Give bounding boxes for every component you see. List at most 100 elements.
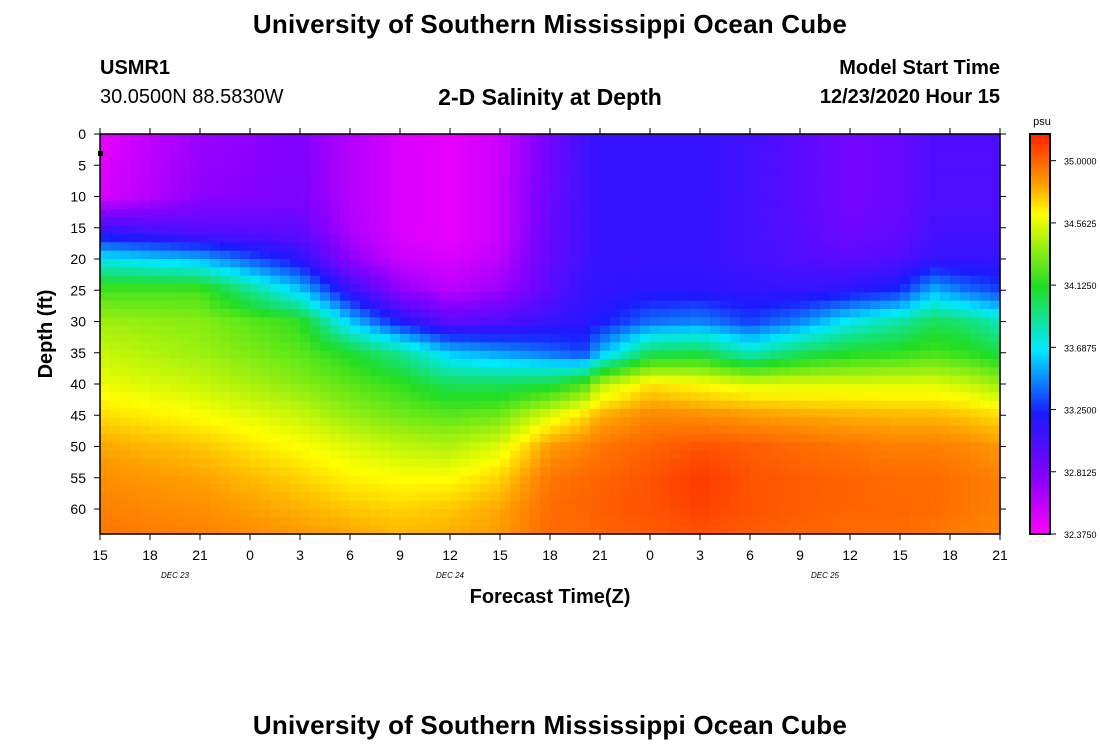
heatmap-cell xyxy=(530,209,541,218)
heatmap-cell xyxy=(830,409,841,418)
heatmap-cell xyxy=(970,442,981,452)
heatmap-cell xyxy=(260,217,271,227)
heatmap-cell xyxy=(570,317,581,327)
heatmap-cell xyxy=(390,325,401,335)
heatmap-cell xyxy=(100,175,111,185)
heatmap-cell xyxy=(820,234,831,243)
heatmap-cell xyxy=(550,225,561,235)
heatmap-cell xyxy=(180,217,191,227)
heatmap-cell xyxy=(490,167,501,177)
heatmap-cell xyxy=(500,150,511,160)
heatmap-cell xyxy=(580,375,591,385)
colorbar-swatch xyxy=(1030,314,1050,318)
heatmap-cell xyxy=(960,434,971,443)
heatmap-cell xyxy=(210,442,221,452)
heatmap-cell xyxy=(600,284,611,293)
heatmap-cell xyxy=(260,509,271,518)
heatmap-cell xyxy=(650,417,661,427)
heatmap-cell xyxy=(730,209,741,218)
heatmap-cell xyxy=(640,475,651,485)
heatmap-cell xyxy=(960,334,971,343)
heatmap-cell xyxy=(270,209,281,218)
heatmap-cell xyxy=(260,434,271,443)
colorbar-swatch xyxy=(1030,259,1050,263)
heatmap-cell xyxy=(120,459,131,468)
heatmap-cell xyxy=(710,250,721,260)
heatmap-cell xyxy=(320,167,331,177)
heatmap-cell xyxy=(790,225,801,235)
heatmap-cell xyxy=(340,450,351,460)
heatmap-cell xyxy=(630,467,641,477)
heatmap-cell xyxy=(380,275,391,285)
x-tick-label: 9 xyxy=(796,547,804,563)
heatmap-cell xyxy=(580,459,591,468)
heatmap-cells xyxy=(100,134,1001,535)
heatmap-cell xyxy=(520,400,531,410)
heatmap-cell xyxy=(730,400,741,410)
heatmap-cell xyxy=(800,209,811,218)
heatmap-cell xyxy=(330,492,341,502)
heatmap-cell xyxy=(270,409,281,418)
heatmap-cell xyxy=(980,142,991,152)
heatmap-cell xyxy=(690,134,701,143)
heatmap-cell xyxy=(390,259,401,268)
heatmap-cell xyxy=(820,392,831,402)
heatmap-cell xyxy=(750,525,761,535)
colorbar-swatch xyxy=(1030,271,1050,275)
heatmap-cell xyxy=(790,400,801,410)
heatmap-cell xyxy=(580,392,591,402)
y-tick-label: 15 xyxy=(70,220,86,236)
heatmap-cell xyxy=(100,234,111,243)
heatmap-cell xyxy=(190,325,201,335)
heatmap-cell xyxy=(670,134,681,143)
heatmap-cell xyxy=(230,367,241,377)
heatmap-cell xyxy=(790,150,801,160)
heatmap-cell xyxy=(960,459,971,468)
heatmap-cell xyxy=(330,484,341,493)
heatmap-cell xyxy=(470,375,481,385)
heatmap-cell xyxy=(420,350,431,360)
heatmap-cell xyxy=(510,417,521,427)
heatmap-cell xyxy=(300,475,311,485)
heatmap-cell xyxy=(890,192,901,202)
heatmap-cell xyxy=(620,300,631,310)
heatmap-cell xyxy=(210,134,221,143)
heatmap-cell xyxy=(230,142,241,152)
heatmap-cell xyxy=(770,175,781,185)
heatmap-cell xyxy=(260,375,271,385)
heatmap-cell xyxy=(530,234,541,243)
heatmap-cell xyxy=(510,509,521,518)
heatmap-cell xyxy=(780,492,791,502)
heatmap-cell xyxy=(780,184,791,193)
heatmap-cell xyxy=(340,142,351,152)
heatmap-cell xyxy=(650,442,661,452)
heatmap-cell xyxy=(350,150,361,160)
heatmap-cell xyxy=(590,250,601,260)
heatmap-cell xyxy=(970,300,981,310)
heatmap-cell xyxy=(690,209,701,218)
heatmap-cell xyxy=(210,434,221,443)
heatmap-cell xyxy=(750,225,761,235)
heatmap-cell xyxy=(850,234,861,243)
heatmap-cell xyxy=(590,475,601,485)
colorbar-swatch xyxy=(1030,319,1050,323)
heatmap-cell xyxy=(380,500,391,510)
heatmap-cell xyxy=(560,425,571,435)
heatmap-cell xyxy=(170,392,181,402)
heatmap-cell xyxy=(110,359,121,368)
heatmap-cell xyxy=(930,500,941,510)
heatmap-cell xyxy=(710,400,721,410)
heatmap-cell xyxy=(240,359,251,368)
heatmap-cell xyxy=(980,442,991,452)
heatmap-cell xyxy=(960,184,971,193)
heatmap-cell xyxy=(450,525,461,535)
heatmap-cell xyxy=(650,292,661,302)
heatmap-cell xyxy=(480,259,491,268)
colorbar-swatch xyxy=(1030,316,1050,320)
heatmap-cell xyxy=(330,442,341,452)
heatmap-cell xyxy=(470,309,481,318)
heatmap-cell xyxy=(320,509,331,518)
heatmap-cell xyxy=(870,142,881,152)
heatmap-cell xyxy=(400,400,411,410)
heatmap-cell xyxy=(880,317,891,327)
